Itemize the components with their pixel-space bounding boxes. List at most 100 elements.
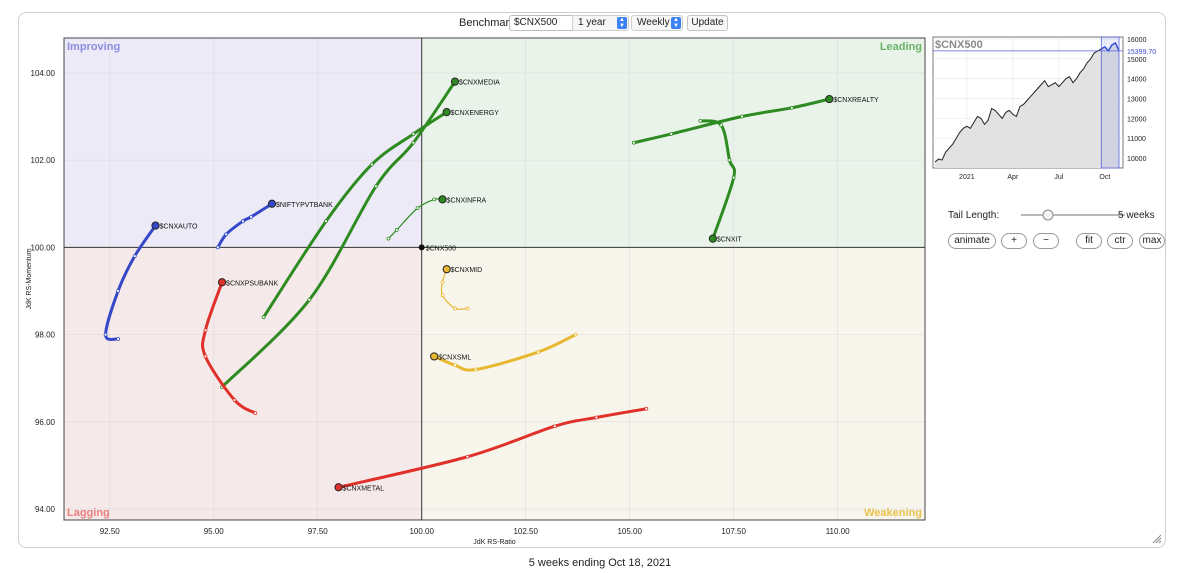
- y-tick-label: 104.00: [31, 69, 56, 78]
- head-point-niftypvtbank: [267, 199, 277, 208]
- zoom-in-button[interactable]: +: [1001, 233, 1027, 249]
- tail-point: [411, 132, 416, 136]
- quadrant-weakening: [421, 247, 925, 521]
- rrg-panel: Benchmark: $CNX500 1 year ▲ ▼ Weekly ▲ ▼ U…: [18, 12, 1166, 548]
- tail-point: [215, 245, 220, 250]
- fit-button[interactable]: fit: [1076, 233, 1102, 249]
- mini-y-tick-label: 15000: [1127, 57, 1147, 64]
- tail-point: [440, 293, 445, 298]
- tail-point: [644, 406, 649, 411]
- tail-point: [307, 297, 312, 302]
- tail-point: [411, 140, 416, 145]
- series-label: $CNXSML: [438, 354, 471, 361]
- mini-x-tick-label: Apr: [1007, 174, 1019, 181]
- head-point-cnxit: [708, 234, 717, 243]
- animate-button[interactable]: animate: [948, 233, 996, 249]
- quadrant-label-lagging: Lagging: [67, 507, 110, 519]
- tail-point: [369, 162, 374, 167]
- y-tick-label: 98.00: [35, 331, 56, 340]
- caption: 5 weeks ending Oct 18, 2021: [528, 557, 672, 569]
- head-point-cnxpsubank: [217, 278, 227, 287]
- x-tick-label: 102.50: [513, 527, 538, 536]
- mini-y-tick-label: 14000: [1127, 77, 1147, 84]
- head-point-cnxmedia: [450, 77, 460, 86]
- tail-length-label: Tail Length:: [948, 210, 1000, 221]
- mini-y-tick-label: 12000: [1127, 116, 1147, 123]
- benchmark-input[interactable]: $CNX500: [509, 15, 575, 31]
- tail-point: [374, 184, 378, 189]
- tail-point: [386, 236, 391, 241]
- controls-bar: Benchmark: $CNX500 1 year ▲ ▼ Weekly ▲ ▼ U…: [19, 13, 1165, 43]
- tail-cnxenergy: [262, 110, 449, 319]
- mini-x-tick-label: 2021: [959, 174, 975, 181]
- frequency-select-value: Weekly: [637, 17, 670, 28]
- tail-point: [415, 206, 420, 211]
- mini-area: [935, 42, 1119, 168]
- head-point-cnxrealty: [825, 94, 834, 104]
- quadrant-label-weakening: Weakening: [864, 507, 922, 519]
- slider-handle[interactable]: [1042, 209, 1054, 221]
- tail-point: [253, 411, 258, 416]
- axes: 92.50 95.00 97.50 100.00 102.50 105.00 107.50 1…: [26, 37, 926, 546]
- tail-point: [232, 398, 237, 402]
- frequency-select[interactable]: Weekly ▲ ▼: [631, 15, 683, 31]
- tail-point: [536, 350, 541, 354]
- tail-point: [132, 254, 137, 258]
- tail-point: [261, 315, 266, 320]
- tail-point: [719, 123, 724, 128]
- x-tick-label: 105.00: [617, 527, 642, 536]
- mini-price-line: [934, 48, 1102, 163]
- mini-y-tick-label: 10000: [1127, 156, 1147, 163]
- benchmark-label: $CNX500: [426, 245, 456, 252]
- series-label: $CNXMETAL: [343, 485, 385, 492]
- resize-grip-icon[interactable]: [1151, 533, 1161, 543]
- tail-point: [465, 306, 470, 311]
- mini-chart-title: $CNX500: [935, 39, 983, 51]
- quadrant-leading: [421, 38, 925, 248]
- chevron-updown-icon: ▲ ▼: [617, 17, 627, 29]
- x-tick-label: 110.00: [826, 527, 850, 536]
- x-tick-label: 92.50: [100, 527, 121, 536]
- quadrant-label-leading: Leading: [880, 41, 922, 53]
- tail-point: [440, 280, 445, 285]
- tail-point: [103, 332, 108, 337]
- tail-point: [453, 363, 457, 368]
- x-tick-label: 95.00: [204, 527, 225, 536]
- tail-length-slider[interactable]: [1019, 208, 1129, 222]
- series-label: $CNXMEDIA: [459, 80, 500, 87]
- series-label: $CNXAUTO: [160, 224, 199, 231]
- y-tick-label: 96.00: [35, 418, 56, 427]
- mini-y-tick-label: 13000: [1127, 97, 1147, 104]
- series-labels: $CNXMEDIA $CNXENERGY $CNXINFRA $CNXREALTY $C…: [160, 80, 880, 493]
- tail-point: [731, 175, 736, 180]
- head-point-cnxenergy: [442, 108, 451, 117]
- view-buttons: animate + − fit ctr max: [948, 233, 1165, 251]
- series-label: $NIFTYPVTBANK: [276, 202, 333, 209]
- chevron-updown-icon: ▲ ▼: [671, 17, 681, 29]
- benchmark-label: Benchmark:: [459, 17, 518, 29]
- series-label: $CNXMID: [451, 267, 483, 274]
- y-tick-label: 100.00: [31, 243, 56, 252]
- x-tick-label: 97.50: [308, 527, 329, 536]
- max-button[interactable]: max: [1139, 233, 1165, 249]
- center-button[interactable]: ctr: [1107, 233, 1133, 249]
- update-button[interactable]: Update: [687, 15, 728, 31]
- y-tick-label: 102.00: [31, 156, 56, 165]
- head-point-cnxauto: [151, 221, 160, 230]
- series-label: $CNXPSUBANK: [226, 280, 278, 287]
- mini-y-tick-label: 11000: [1127, 136, 1146, 143]
- tail-point: [116, 289, 120, 293]
- tail-point: [727, 158, 732, 163]
- mini-tail-window: [1100, 36, 1120, 169]
- tail-point: [631, 140, 636, 145]
- series-layer: [103, 77, 834, 492]
- tail-point: [203, 354, 208, 359]
- tail-point: [224, 232, 229, 237]
- period-select[interactable]: 1 year ▲ ▼: [572, 15, 629, 31]
- tail-point: [740, 114, 744, 119]
- zoom-out-button[interactable]: −: [1033, 233, 1059, 249]
- x-axis-title: JdK RS-Ratio: [473, 539, 516, 546]
- tail-point: [552, 424, 557, 429]
- mini-current-value-label: 15399.70: [1127, 49, 1156, 56]
- tail-point: [465, 454, 470, 459]
